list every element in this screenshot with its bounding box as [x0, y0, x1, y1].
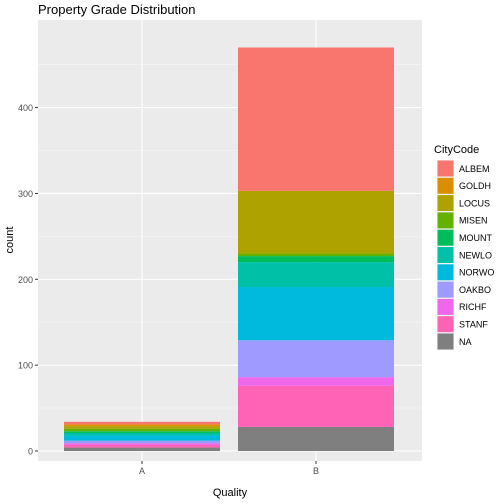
bar-segment-oakbo-b: [238, 340, 394, 378]
bar-segment-misen-b: [238, 253, 394, 257]
bar-segment-albem-a: [64, 421, 220, 425]
legend-key-na: [437, 333, 454, 350]
y-tick-label: 300: [18, 189, 33, 199]
legend-key-newlo: [437, 247, 454, 263]
bar-segment-richf-b: [238, 377, 394, 386]
bar-segment-na-b: [238, 426, 394, 451]
legend-label-norwo: NORWO: [459, 268, 494, 278]
bar-segment-na-a: [64, 447, 220, 451]
legend-label-richf: RICHF: [459, 302, 487, 312]
y-axis-label: count: [4, 227, 16, 254]
bar-segment-richf-a: [64, 443, 220, 445]
legend-title: CityCode: [434, 144, 479, 156]
bars: [64, 47, 394, 451]
bar-segment-locus-b: [238, 190, 394, 254]
y-tick-label: 100: [18, 361, 33, 371]
bar-segment-locus-a: [64, 426, 220, 429]
legend-key-norwo: [437, 264, 454, 281]
bar-segment-goldh-a: [64, 424, 220, 427]
bar-segment-albem-b: [238, 47, 394, 191]
y-tick-label: 400: [18, 103, 33, 113]
chart-title: Property Grade Distribution: [38, 2, 196, 17]
x-tick-label: B: [313, 466, 319, 476]
legend-key-misen: [437, 212, 454, 229]
legend-key-locus: [437, 195, 454, 212]
x-axis-label: Quality: [213, 487, 248, 499]
axes: 0 100 200 300 400 A B: [18, 103, 319, 476]
x-tick-label: A: [139, 466, 145, 476]
bar-segment-misen-a: [64, 428, 220, 432]
legend-key-mount: [437, 229, 454, 246]
bar-segment-newlo-a: [64, 432, 220, 436]
legend-key-albem: [437, 160, 454, 177]
legend-key-stanf: [437, 316, 454, 333]
legend-label-goldh: GOLDH: [459, 181, 491, 191]
bar-segment-newlo-b: [238, 262, 394, 288]
legend-label-albem: ALBEM: [459, 164, 490, 174]
bar-segment-stanf-b: [238, 385, 394, 427]
bar-segment-mount-b: [238, 256, 394, 263]
legend-key-goldh: [437, 177, 454, 194]
legend-key-oakbo: [437, 281, 454, 298]
legend-label-oakbo: OAKBO: [459, 285, 491, 295]
legend-label-na: NA: [459, 337, 472, 347]
y-tick-label: 0: [28, 447, 33, 457]
legend-label-newlo: NEWLO: [459, 250, 492, 260]
bar-segment-oakbo-a: [64, 440, 220, 444]
legend-label-locus: LOCUS: [459, 198, 490, 208]
bar-segment-norwo-a: [64, 435, 220, 441]
y-tick-label: 200: [18, 275, 33, 285]
bar-segment-mount-a: [64, 431, 220, 433]
bar-segment-stanf-a: [64, 444, 220, 448]
legend-label-mount: MOUNT: [459, 233, 492, 243]
bar-segment-norwo-b: [238, 287, 394, 341]
legend-label-stanf: STANF: [459, 320, 488, 330]
legend-label-misen: MISEN: [459, 216, 488, 226]
legend: CityCode ALBEM GOLDH LOCUS MISEN MOUNT NEWLO N…: [434, 144, 494, 350]
legend-key-richf: [437, 298, 454, 315]
